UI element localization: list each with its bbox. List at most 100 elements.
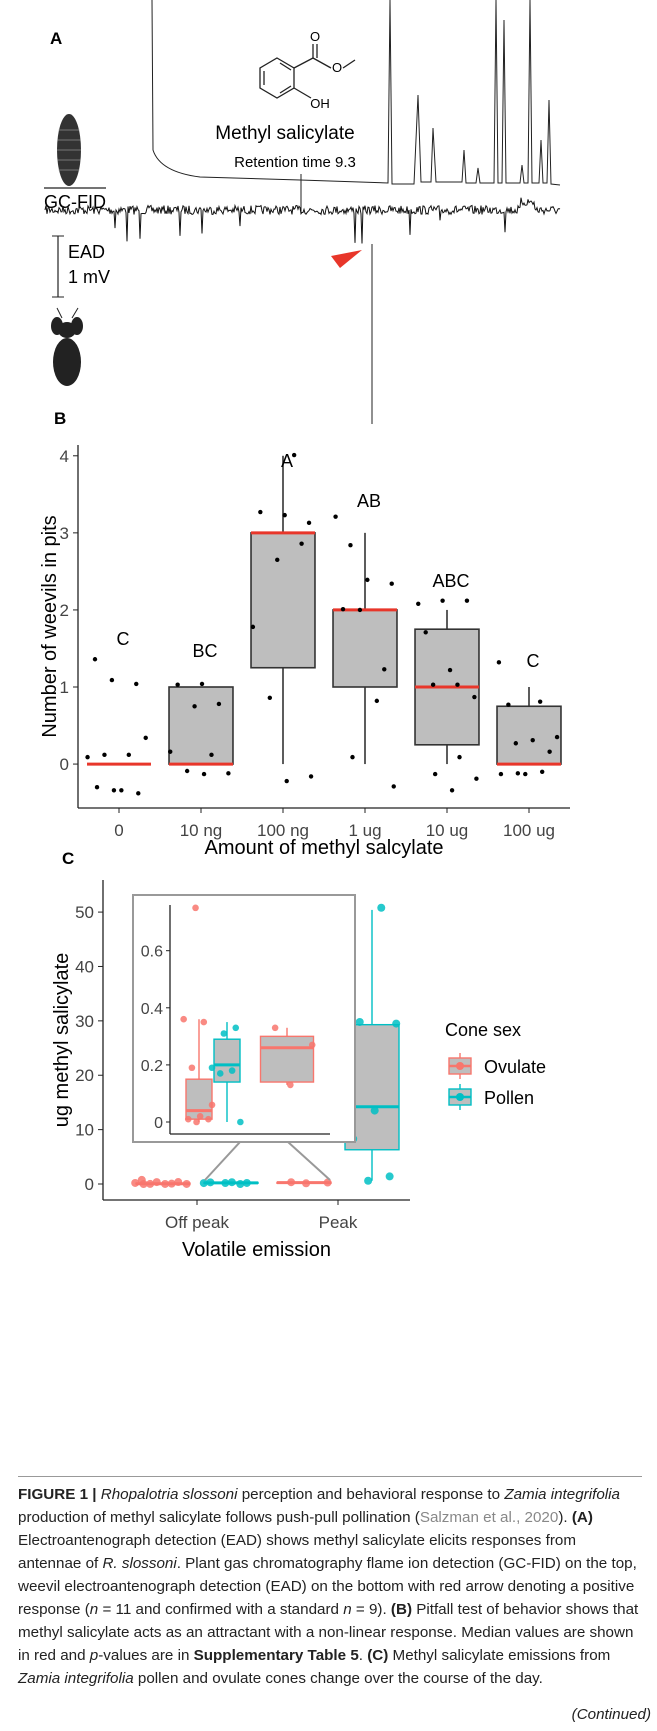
- caption-segment: Pitfall test of behavior shows that meth…: [18, 1601, 639, 1664]
- inset-frame: [132, 894, 356, 1143]
- point: [306, 520, 312, 526]
- point: [455, 682, 460, 687]
- point: [308, 774, 314, 779]
- point: [515, 771, 521, 776]
- compound-label: Methyl salicylate: [215, 123, 354, 144]
- x-tick-label: 10 ug: [426, 821, 469, 840]
- significance-letter: C: [527, 651, 540, 671]
- point: [432, 771, 438, 777]
- panel-label: A: [50, 29, 62, 48]
- point: [275, 557, 280, 563]
- y-tick-label: 20: [75, 1066, 94, 1085]
- point: [174, 1178, 183, 1187]
- point: [554, 734, 560, 740]
- point: [236, 1180, 245, 1189]
- point: [323, 1178, 332, 1187]
- point: [201, 771, 207, 777]
- point: [472, 694, 477, 700]
- significance-letter: C: [117, 629, 130, 649]
- cone-hatch: [57, 129, 81, 171]
- caption-segment: (A): [571, 1509, 593, 1526]
- y-tick-label: 50: [75, 903, 94, 922]
- x-tick-label: 0: [114, 821, 123, 840]
- structure: [259, 44, 356, 99]
- point: [370, 1106, 379, 1115]
- point: [126, 752, 132, 758]
- significance-letter: AB: [357, 491, 381, 511]
- point: [258, 509, 263, 515]
- point: [299, 541, 304, 546]
- x-axis-title: Amount of methyl salcylate: [205, 837, 444, 859]
- inset-y-tick-label: 0.4: [141, 1001, 163, 1018]
- inset-point: [216, 1070, 224, 1077]
- y-tick-label: 4: [60, 447, 69, 466]
- box: [168, 686, 234, 765]
- x-tick-label: Off peak: [165, 1213, 229, 1232]
- y-tick-label: 30: [75, 1012, 94, 1031]
- inset-point: [192, 904, 199, 912]
- point: [206, 1178, 215, 1187]
- y-tick-label: 40: [75, 957, 94, 976]
- point: [199, 681, 205, 687]
- y-tick-label: 10: [75, 1121, 94, 1140]
- ead-trace: [44, 197, 561, 244]
- x-axis-title: Volatile emission: [182, 1239, 331, 1261]
- point: [382, 667, 387, 672]
- caption-segment: Zamia integrifolia: [504, 1486, 620, 1503]
- legend-label: Ovulate: [484, 1057, 546, 1077]
- y-axis-title: Number of weevils in pits: [39, 515, 61, 737]
- gc-trace: [151, 0, 561, 186]
- point: [364, 1176, 373, 1185]
- point: [302, 1179, 311, 1188]
- box: [496, 705, 562, 765]
- point: [291, 452, 297, 458]
- panel-a: A O O OH Methyl salicylate Retention tim…: [44, 0, 561, 424]
- point: [284, 778, 289, 784]
- point: [391, 784, 396, 789]
- y-axis-title: ug methyl salicylate: [51, 953, 73, 1128]
- point: [139, 1180, 148, 1189]
- caption-segment: pollen and ovulate cones change over the…: [133, 1670, 543, 1687]
- point: [389, 581, 394, 586]
- caption: FIGURE 1 | Rhopalotria slossoni percepti…: [18, 1476, 642, 1690]
- connector: [204, 1141, 241, 1181]
- inset-point: [193, 1118, 200, 1126]
- point: [250, 624, 256, 630]
- continued: (Continued): [571, 1706, 651, 1723]
- inset-y-tick-label: 0.2: [141, 1058, 163, 1075]
- point: [267, 695, 273, 700]
- legend-key: [456, 1093, 464, 1101]
- caption-segment: .: [358, 1647, 368, 1664]
- significance-letter: A: [281, 451, 293, 471]
- point: [92, 657, 98, 662]
- caption-segment: (B): [390, 1601, 413, 1618]
- point: [216, 701, 222, 707]
- point: [513, 741, 519, 746]
- point: [182, 1179, 191, 1188]
- caption-segment: production of methyl salicylate follows …: [18, 1509, 420, 1526]
- point: [449, 788, 455, 793]
- y-tick-label: 0: [60, 755, 69, 774]
- point: [350, 754, 355, 760]
- point: [282, 512, 287, 518]
- inset-point: [184, 1115, 192, 1123]
- scale-label: 1 mV: [68, 267, 110, 287]
- point: [136, 791, 141, 796]
- caption-segment: Rhopalotria slossoni: [100, 1486, 238, 1503]
- point: [474, 776, 479, 781]
- point: [440, 598, 445, 603]
- point: [102, 752, 107, 758]
- legend-label: Pollen: [484, 1088, 534, 1108]
- point: [161, 1179, 170, 1188]
- inset-point: [200, 1018, 208, 1026]
- connector: [287, 1141, 331, 1181]
- atom: O: [332, 60, 342, 75]
- box: [185, 1078, 213, 1120]
- point: [385, 1172, 394, 1181]
- caption-segment: Methyl salicylate emissions from: [388, 1647, 611, 1664]
- point: [377, 903, 386, 912]
- inset-point: [232, 1024, 240, 1032]
- point: [94, 784, 100, 790]
- inset-point: [205, 1115, 212, 1123]
